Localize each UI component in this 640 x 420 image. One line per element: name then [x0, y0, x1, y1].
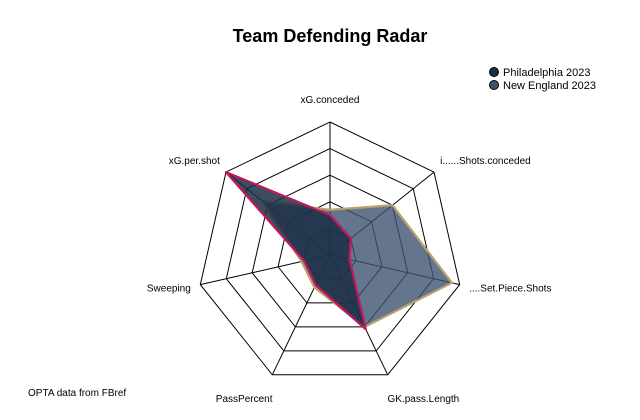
legend-label-0: Philadelphia 2023: [503, 67, 590, 79]
axis-label-5: Sweeping: [147, 284, 191, 295]
legend-marker-0: [489, 67, 499, 77]
series-polygon-0: [224, 171, 367, 331]
legend-label-1: New England 2023: [503, 80, 596, 92]
grid-ring-5: [199, 121, 461, 376]
axis-label-6: xG.per.shot: [169, 156, 220, 167]
axis-label-2: ....Set.Piece.Shots: [469, 284, 551, 295]
radar-series-layer: [224, 171, 453, 331]
axis-label-1: i......Shots.conceded: [440, 156, 531, 167]
axis-labels: xG.conceded i......Shots.conceded ....Set.…: [147, 95, 552, 405]
axis-label-4: PassPercent: [216, 394, 273, 405]
axis-label-0: xG.conceded: [301, 95, 360, 106]
chart-title: Team Defending Radar: [233, 26, 428, 46]
grid-ring-4: [225, 148, 435, 352]
data-source-caption: OPTA data from FBref: [28, 388, 126, 399]
axis-label-3: GK.pass.Length: [388, 394, 460, 405]
legend-marker-1: [489, 80, 499, 90]
